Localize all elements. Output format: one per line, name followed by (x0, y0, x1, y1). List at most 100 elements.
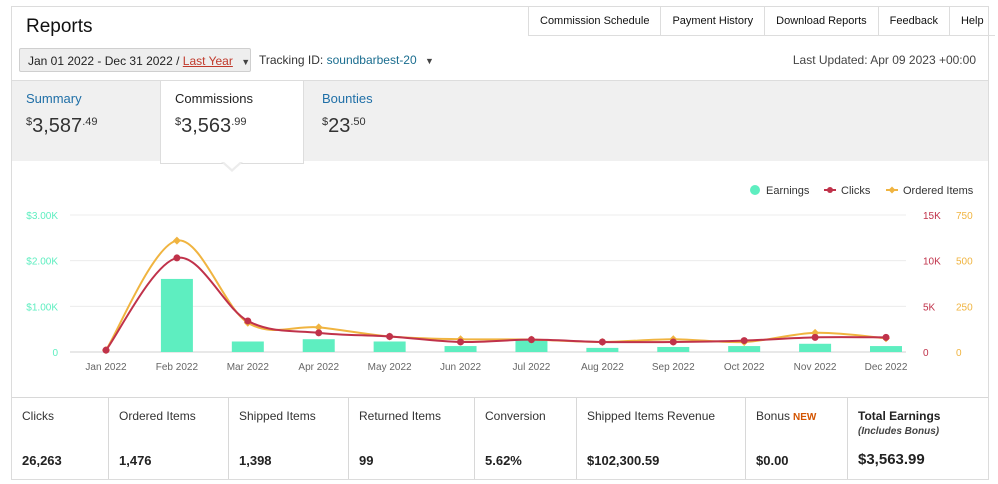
earnings-bar (231, 341, 264, 352)
tab-summary[interactable]: Summary $3,587.49 (12, 81, 160, 161)
ordered-axis-tick: 0 (956, 348, 962, 359)
date-range-selector[interactable]: Jan 01 2022 - Dec 31 2022 / Last Year ▼ (19, 48, 251, 72)
tab-label: Commissions (175, 91, 254, 106)
ordered-axis-tick: 750 (956, 211, 973, 222)
tab-commissions[interactable]: Commissions $3,563.99 (160, 81, 304, 164)
nav-payment-history[interactable]: Payment History (660, 7, 764, 35)
legend-label: Earnings (766, 185, 810, 197)
clicks-point (669, 338, 677, 346)
nav-download-reports[interactable]: Download Reports (764, 7, 878, 35)
x-tick-label: Apr 2022 (298, 362, 339, 373)
stat-label: Shipped Items Revenue (587, 409, 716, 423)
x-tick-label: Nov 2022 (794, 362, 837, 373)
date-preset-link[interactable]: Last Year (182, 54, 233, 68)
x-tick-label: Oct 2022 (724, 362, 765, 373)
legend-earnings-marker (750, 185, 760, 195)
nav-help[interactable]: Help (948, 7, 995, 35)
stat-shipped-revenue: Shipped Items Revenue $102,300.59 (577, 398, 746, 479)
clicks-point (315, 329, 323, 337)
tab-amount: $23.50 (322, 115, 366, 137)
active-tab-pointer-fill (223, 161, 241, 169)
stat-label: Ordered Items (119, 409, 196, 423)
earnings-bar (728, 346, 761, 352)
legend-clicks-marker (827, 187, 833, 193)
x-tick-label: May 2022 (368, 362, 412, 373)
stat-label: Total Earnings (858, 409, 941, 423)
stat-returned-items: Returned Items 99 (349, 398, 475, 479)
clicks-axis-tick: 0 (923, 348, 929, 359)
x-tick-label: Jun 2022 (440, 362, 482, 373)
stat-conversion: Conversion 5.62% (475, 398, 577, 479)
legend-label: Clicks (841, 185, 871, 197)
tab-amount: $3,563.99 (175, 115, 247, 137)
tab-label: Summary (26, 91, 82, 106)
clicks-line (105, 256, 887, 351)
stat-total-earnings: Total Earnings (Includes Bonus) $3,563.9… (848, 398, 988, 479)
ordered-items-point (172, 236, 181, 245)
clicks-axis-tick: 10K (923, 257, 941, 268)
tracking-id-label: Tracking ID: (259, 53, 324, 67)
clicks-axis-tick: 5K (923, 302, 936, 313)
x-tick-label: Aug 2022 (581, 362, 624, 373)
tab-amount: $3,587.49 (26, 115, 98, 137)
ordered-items-point (314, 323, 323, 332)
stat-label: Returned Items (359, 409, 442, 423)
x-tick-label: Jan 2022 (85, 362, 127, 373)
x-tick-label: Dec 2022 (865, 362, 908, 373)
clicks-point (386, 332, 394, 340)
x-tick-label: Sep 2022 (652, 362, 695, 373)
new-badge: NEW (793, 412, 817, 423)
stat-label: Conversion (485, 409, 546, 423)
chevron-down-icon: ▼ (425, 56, 434, 66)
clicks-point (527, 336, 535, 344)
x-tick-label: Jul 2022 (513, 362, 551, 373)
stat-clicks: Clicks 26,263 (12, 398, 109, 479)
x-tick-label: Feb 2022 (156, 362, 199, 373)
ordered-axis-tick: 250 (956, 302, 973, 313)
nav-commission-schedule[interactable]: Commission Schedule (528, 7, 660, 35)
stat-shipped-items: Shipped Items 1,398 (229, 398, 349, 479)
clicks-point (811, 333, 819, 341)
earnings-chart: 0 $1.00K $2.00K $3.00K 0 5K 10K 15K 0 250 500 750 Ja… (26, 185, 974, 373)
stat-value: 1,476 (119, 453, 152, 468)
clicks-point (740, 337, 748, 345)
left-axis-tick: $2.00K (26, 257, 58, 268)
nav-feedback[interactable]: Feedback (877, 7, 949, 35)
earnings-bar (870, 346, 902, 352)
clicks-point (102, 346, 110, 354)
tracking-id-value[interactable]: soundbarbest-20 (326, 53, 417, 67)
clicks-axis-tick: 15K (923, 211, 941, 222)
x-tick-label: Mar 2022 (227, 362, 270, 373)
last-updated: Last Updated: Apr 09 2023 +00:00 (792, 53, 976, 67)
stat-value: $0.00 (756, 453, 789, 468)
clicks-point (882, 333, 890, 341)
stat-sublabel: (Includes Bonus) (858, 426, 940, 437)
stat-label: Shipped Items (239, 409, 316, 423)
stat-value: 1,398 (239, 453, 272, 468)
stats-summary: Clicks 26,263 Ordered Items 1,476 Shippe… (12, 397, 988, 479)
stat-value: 99 (359, 453, 374, 468)
report-tabs: Summary $3,587.49 Commissions $3,563.99 … (12, 80, 988, 164)
stat-value: $102,300.59 (587, 453, 660, 468)
page-title: Reports (26, 16, 93, 37)
clicks-point (173, 254, 181, 262)
stat-value: 5.62% (485, 453, 522, 468)
tracking-id-selector[interactable]: Tracking ID: soundbarbest-20 ▼ (259, 48, 434, 73)
clicks-point (457, 338, 465, 346)
earnings-bar (586, 347, 619, 352)
stat-label: Bonus NEW (756, 409, 817, 423)
tab-bounties[interactable]: Bounties $23.50 (308, 81, 448, 161)
chevron-down-icon: ▼ (241, 57, 251, 67)
left-axis-tick: 0 (52, 348, 58, 359)
earnings-bar (160, 278, 193, 352)
tab-label: Bounties (322, 91, 373, 106)
earnings-bar (657, 346, 690, 352)
legend-ordered-marker (888, 186, 896, 194)
left-axis-tick: $1.00K (26, 302, 58, 313)
stat-ordered-items: Ordered Items 1,476 (109, 398, 229, 479)
left-axis-tick: $3.00K (26, 211, 58, 222)
clicks-point (244, 317, 252, 325)
earnings-bar (302, 339, 335, 352)
stat-value: 26,263 (22, 453, 62, 468)
stat-bonus: Bonus NEW $0.00 (746, 398, 848, 479)
